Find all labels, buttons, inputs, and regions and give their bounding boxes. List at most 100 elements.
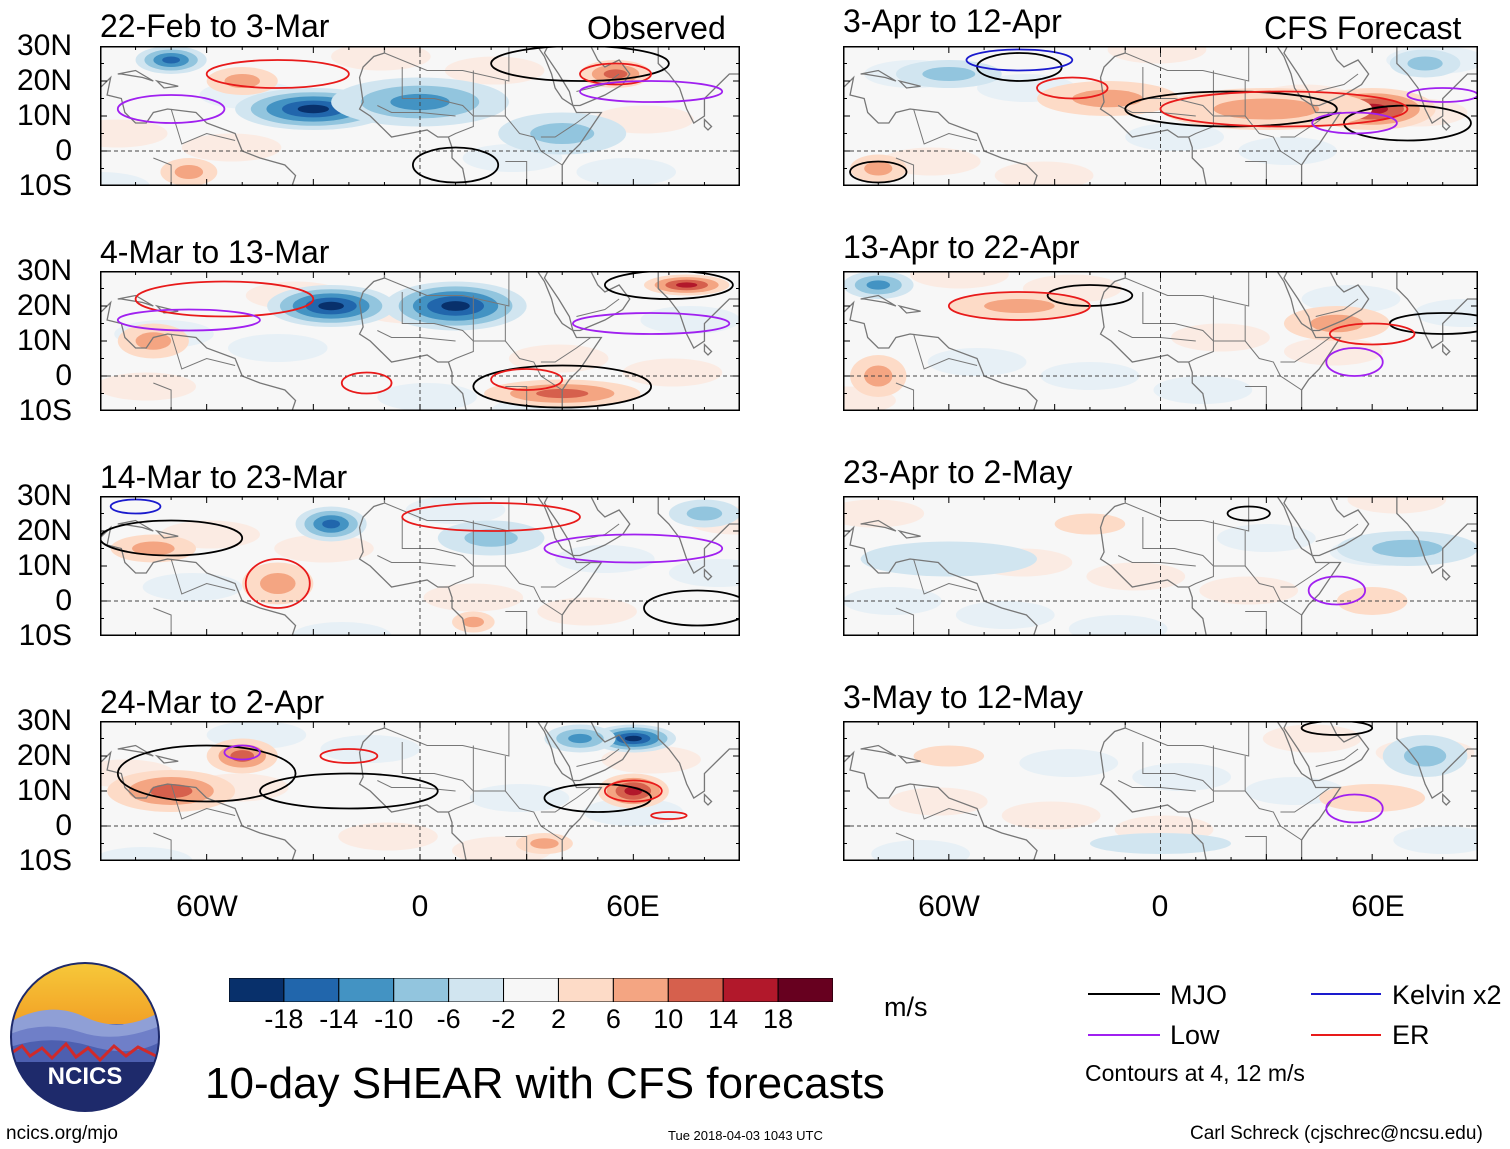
map-panel-fcst-4 [843,721,1478,861]
shading-background [331,46,431,71]
ncics-logo: NCICS [10,962,160,1112]
country-border [377,555,456,567]
coastline [100,46,297,186]
country-border [576,748,620,767]
contour-er [579,62,653,86]
country-border [1245,836,1267,861]
coastline [1396,721,1478,799]
contour-mjo [1388,312,1478,335]
map-panel-fcst-3 [843,496,1478,636]
coastline [897,79,921,89]
website-link[interactable]: ncics.org/mjo [6,1123,118,1144]
shear-anomaly-shading [530,838,559,849]
country-border [540,337,591,363]
contour-er [340,371,393,395]
shading-background [228,334,328,362]
coastline [100,271,297,411]
country-border [1188,295,1214,363]
coastline [1283,721,1370,782]
legend-note: Contours at 4, 12 m/s [1085,1060,1305,1086]
coastline [860,69,897,82]
shading-background [910,271,1009,289]
panel-title-obs-3: 14-Mar to 23-Mar [100,459,348,495]
country-border [1280,787,1331,813]
lat-label: 10N [16,549,72,582]
contour-low [1311,111,1398,135]
shading-background [292,622,392,636]
shear-anomaly-shading [441,301,470,311]
country-border [505,611,528,636]
coastline [1442,567,1451,581]
shading-background [100,172,150,186]
country-border [540,787,591,813]
contour-er [1159,90,1409,128]
coastline [1283,496,1370,557]
colorbar-tick-label: -10 [374,1004,414,1034]
coastline [154,754,179,764]
shear-anomaly-shading [174,165,204,179]
country-border [153,382,172,411]
lat-label: 10S [18,619,72,652]
shear-anomaly-shading [1403,745,1447,767]
shading-background [444,56,545,85]
colorbar-swatch [393,978,450,1002]
contour-mjo [1343,104,1472,142]
contour-mjo [1124,90,1338,128]
shear-anomaly-shading [1372,539,1443,558]
country-border [153,832,172,861]
contour-mjo [100,519,244,557]
lat-label: 10N [16,99,72,132]
shading-background [1393,826,1478,854]
lon-label-60w-left: 60W [176,890,238,923]
contour-low [1325,347,1384,377]
country-border [913,333,978,370]
country-border [1245,611,1267,636]
country-border [1188,70,1214,138]
colorbar-tick-label: -14 [319,1004,359,1034]
country-border [1245,386,1267,411]
shear-anomaly-shading [135,332,172,350]
lat-label: 0 [55,584,72,617]
shear-anomaly-shading [922,67,976,81]
shading-background [320,735,420,763]
coastline [1283,46,1370,107]
shear-anomaly-shading [530,123,595,144]
author-credit: Carl Schreck (cjschrec@ncsu.edu) [1190,1123,1483,1144]
coastline [1396,496,1478,574]
country-border [1142,742,1246,792]
shading-background [555,545,655,573]
lat-label: 20N [16,289,72,322]
coastline [154,79,179,89]
shading-background [1245,777,1344,805]
country-border [170,108,236,145]
shear-anomaly-shading [568,733,592,744]
contour-mjo [490,46,670,82]
country-border [576,298,620,317]
country-border [384,271,510,307]
contour-er [134,280,315,318]
coastline [100,721,297,861]
shear-anomaly-shading [686,506,723,521]
lat-label: 30N [16,479,72,512]
coastline [860,294,897,307]
coastline [657,496,740,574]
contour-low [1406,87,1478,103]
shading-background [405,496,506,524]
colorbar-tick-label: 10 [653,1004,684,1034]
shading-background [142,573,243,601]
country-border [504,565,563,616]
contour-mjo [1226,505,1271,522]
coastline [897,304,921,314]
country-border [1245,161,1267,186]
colorbar-tick-label: -6 [436,1004,461,1034]
country-border [153,607,172,636]
country-border [504,340,563,391]
map-panel-obs-2 [100,271,740,411]
lat-label: 20N [16,514,72,547]
country-border [895,157,915,186]
map-panel-obs-3 [100,496,740,636]
country-border [384,46,510,82]
coastline [703,792,713,806]
coastline [100,496,297,636]
country-border [1280,562,1331,588]
